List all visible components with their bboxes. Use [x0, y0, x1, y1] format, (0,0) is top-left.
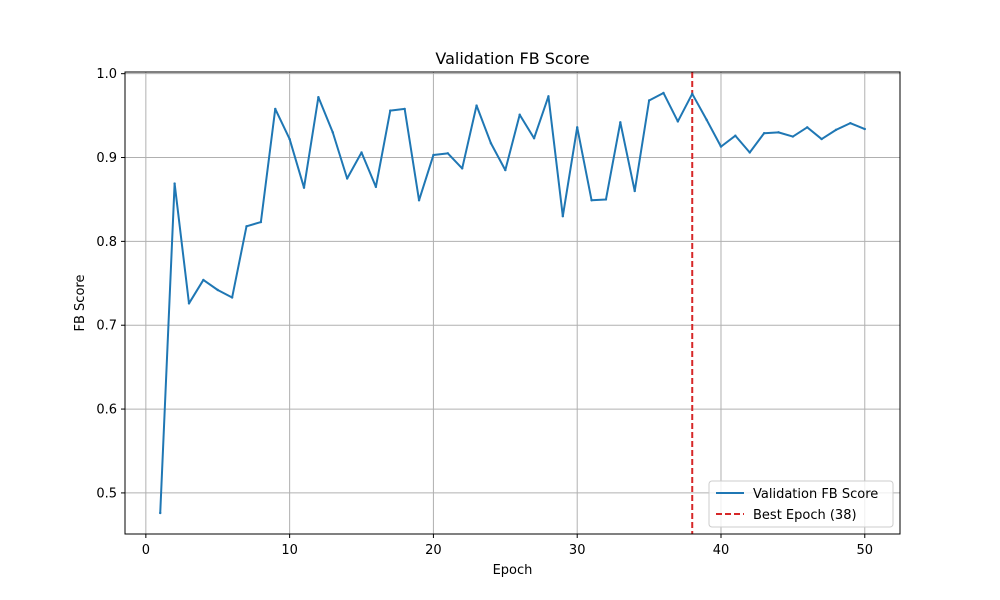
legend-label-validation-fb-score: Validation FB Score — [753, 487, 878, 502]
data-point — [288, 137, 291, 141]
y-axis-title: FB Score — [73, 275, 88, 332]
data-point — [647, 99, 651, 102]
y-axis-ticks: 0.5 0.6 0.7 0.8 0.9 1.0 — [96, 67, 125, 501]
data-point — [748, 151, 751, 154]
plot-area — [125, 72, 900, 534]
data-point — [518, 113, 521, 116]
data-point — [302, 186, 306, 189]
plot-frame — [124, 71, 901, 535]
data-point — [806, 126, 809, 129]
x-tick-label: 0 — [142, 543, 150, 558]
data-point — [604, 198, 608, 201]
data-point — [547, 95, 550, 98]
data-point — [460, 167, 464, 170]
y-tick-label: 0.6 — [96, 403, 117, 418]
data-point — [202, 278, 205, 282]
data-point — [159, 511, 162, 515]
data-point — [259, 220, 263, 224]
data-point — [633, 189, 636, 193]
data-point — [576, 126, 579, 129]
data-point — [374, 185, 378, 189]
y-tick-label: 0.8 — [96, 235, 117, 250]
data-point — [849, 121, 852, 125]
data-point — [734, 134, 737, 137]
y-tick-label: 0.5 — [96, 486, 117, 501]
x-tick-label: 50 — [856, 543, 873, 558]
data-point — [331, 131, 334, 134]
data-point — [619, 121, 622, 124]
series-line-validation-fb-score — [159, 91, 866, 515]
data-point — [345, 177, 349, 180]
data-point — [834, 128, 838, 132]
data-point — [446, 152, 449, 155]
x-tick-label: 30 — [569, 543, 586, 558]
data-point — [662, 91, 665, 95]
legend-label-best-epoch: Best Epoch (38) — [753, 508, 857, 523]
data-point — [532, 137, 536, 140]
data-point — [274, 107, 277, 111]
y-tick-label: 0.7 — [96, 319, 117, 334]
data-point — [475, 104, 478, 107]
data-point — [762, 132, 766, 135]
data-point — [317, 95, 320, 99]
data-point — [245, 225, 248, 228]
x-axis-ticks: 0 10 20 30 40 50 — [142, 534, 873, 558]
data-point — [676, 120, 680, 123]
series — [159, 91, 866, 515]
x-tick-label: 40 — [713, 543, 730, 558]
data-point — [389, 109, 392, 112]
data-point — [360, 151, 363, 154]
data-point — [489, 142, 493, 145]
data-point — [403, 107, 406, 111]
data-point — [590, 199, 593, 202]
data-point — [417, 199, 421, 202]
legend: Validation FB Score Best Epoch (38) — [708, 480, 894, 528]
data-point — [187, 302, 191, 305]
data-point — [863, 127, 866, 131]
data-point — [719, 145, 723, 148]
data-point — [504, 168, 507, 172]
chart-title: Validation FB Score — [435, 49, 589, 68]
y-tick-label: 0.9 — [96, 151, 117, 166]
data-point — [230, 296, 234, 299]
x-tick-label: 10 — [281, 543, 298, 558]
data-point — [705, 118, 708, 121]
data-point — [777, 131, 780, 134]
x-axis-title: Epoch — [493, 563, 533, 578]
x-tick-label: 20 — [425, 543, 442, 558]
data-point — [216, 288, 219, 292]
y-tick-label: 1.0 — [96, 67, 117, 82]
data-point — [820, 137, 823, 141]
data-point — [561, 215, 565, 218]
legend-box — [708, 480, 894, 528]
data-point — [173, 182, 176, 185]
data-point — [791, 135, 795, 138]
data-point — [432, 153, 435, 157]
data-point — [691, 92, 694, 96]
